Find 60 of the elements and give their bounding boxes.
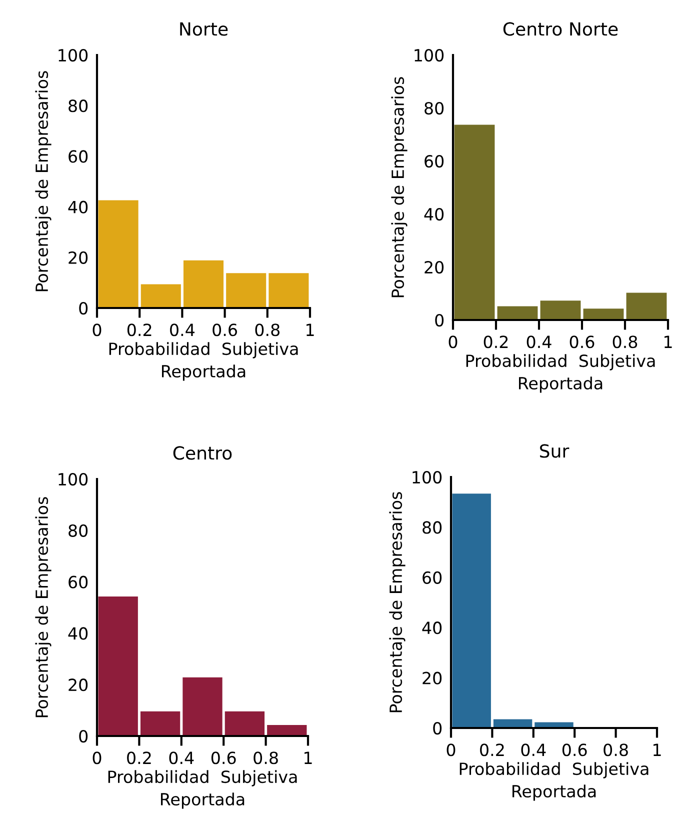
x-tick-label: 0.4 [526, 336, 552, 348]
y-tick-label: 40 [68, 627, 88, 640]
y-tick-label: 0 [435, 314, 444, 327]
x-tick-label: 0.6 [570, 336, 594, 348]
x-tick-label: 1 [306, 324, 314, 336]
y-axis-title: Porcentaje de Empresarios [391, 77, 408, 298]
x-tick-label: 0.4 [169, 752, 194, 764]
y-tick-label: 20 [422, 672, 442, 684]
chart-title: Centro Norte [503, 22, 618, 36]
x-axis-title: Probabilidad Subjetiva Reportada [108, 770, 297, 809]
y-tick-label: 40 [422, 622, 442, 634]
x-tick-label: 0 [448, 336, 458, 348]
y-tick-label: 60 [424, 154, 444, 168]
x-tick-label: 0.6 [211, 752, 236, 764]
y-tick-label: 40 [424, 208, 444, 221]
x-tick-label: 0.2 [127, 324, 152, 336]
y-tick-label: 60 [68, 576, 88, 588]
x-tick-label: 1 [304, 752, 312, 764]
x-tick-label: 0 [92, 324, 102, 336]
x-tick-label: 0.2 [480, 744, 504, 756]
chart-title: Centro [173, 446, 232, 460]
y-tick-label: 0 [79, 730, 88, 743]
y-axis-title: Porcentaje de Empresarios [389, 492, 406, 712]
x-tick-label: 0.2 [127, 752, 151, 764]
y-tick-label: 20 [68, 251, 88, 264]
y-tick-label: 100 [412, 470, 442, 484]
x-tick-label: 0.8 [255, 324, 280, 336]
x-tick-label: 1 [654, 744, 661, 756]
x-axis-title: Probabilidad Subjetiva Reportada [466, 354, 655, 393]
x-tick-label: 0.6 [212, 324, 238, 336]
x-tick-label: 1 [664, 336, 672, 348]
y-tick-label: 80 [422, 521, 442, 534]
y-tick-label: 100 [414, 48, 444, 62]
y-tick-label: 60 [68, 150, 88, 163]
x-tick-label: 0.8 [254, 752, 278, 764]
x-axis-title: Probabilidad Subjetiva Reportada [460, 762, 648, 801]
x-tick-label: 0.4 [170, 324, 195, 336]
x-tick-label: 0.2 [484, 336, 508, 348]
y-tick-label: 100 [58, 48, 88, 62]
y-tick-label: 0 [433, 722, 442, 735]
y-tick-label: 20 [424, 260, 444, 274]
x-tick-label: 0.4 [521, 744, 546, 756]
chart-title: Sur [540, 444, 570, 458]
x-axis-title: Probabilidad Subjetiva Reportada [109, 342, 298, 381]
x-tick-label: 0.8 [612, 336, 638, 348]
y-tick-label: 0 [79, 302, 88, 315]
y-tick-label: 40 [68, 200, 88, 214]
y-axis-title: Porcentaje de Empresarios [35, 497, 52, 718]
x-tick-label: 0 [92, 752, 102, 764]
y-tick-label: 20 [68, 678, 88, 692]
chart-title: Norte [180, 22, 228, 36]
y-tick-label: 60 [422, 571, 442, 584]
x-tick-label: 0.6 [562, 744, 587, 756]
y-tick-label: 80 [68, 524, 88, 537]
y-axis-title: Porcentaje de Empresarios [35, 71, 52, 292]
y-tick-label: 80 [424, 102, 444, 115]
y-tick-label: 80 [68, 100, 88, 112]
x-tick-label: 0 [446, 744, 456, 756]
y-tick-label: 100 [58, 472, 88, 486]
x-tick-label: 0.8 [604, 744, 628, 756]
